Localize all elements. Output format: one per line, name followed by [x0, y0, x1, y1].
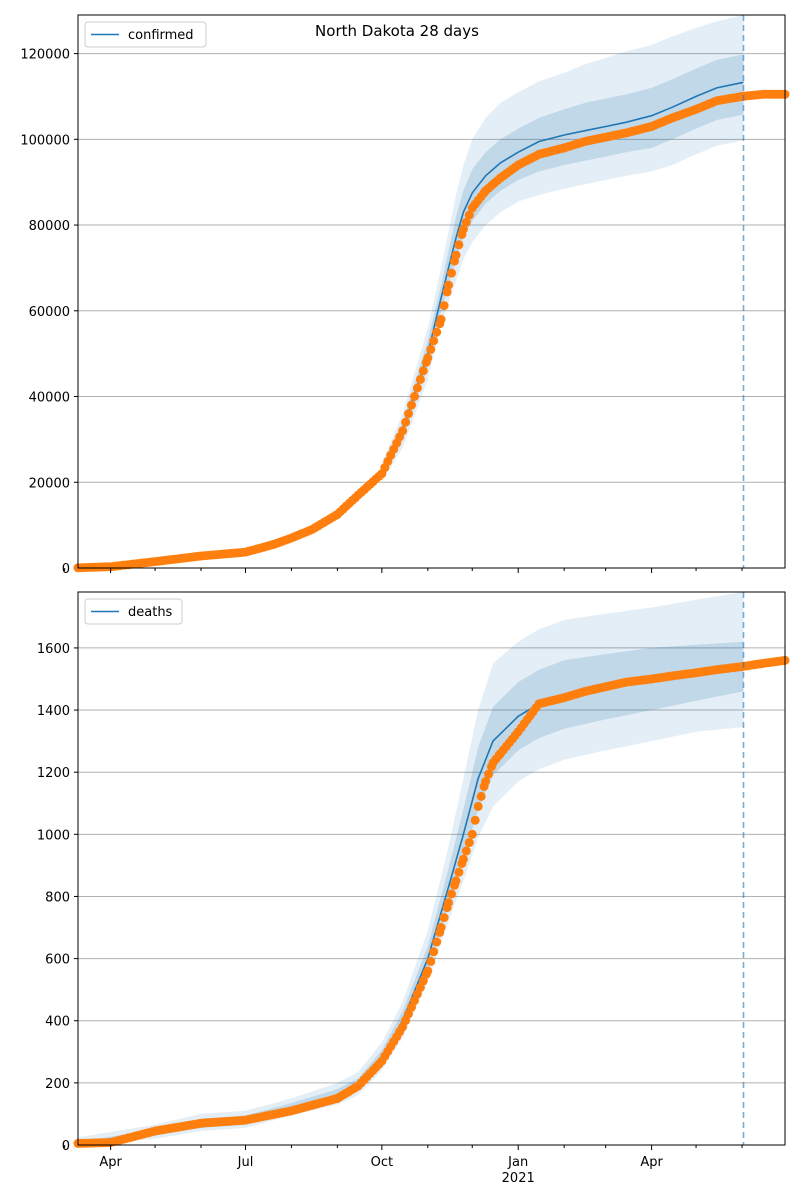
observed-point	[458, 854, 468, 864]
observed-point	[473, 801, 483, 811]
observed-point	[418, 366, 428, 376]
y-tick-label: 60000	[29, 305, 70, 320]
observed-point	[429, 947, 439, 957]
observed-point	[444, 280, 453, 290]
model-line	[381, 81, 744, 475]
y-tick-label: 800	[45, 890, 70, 905]
observed-point	[439, 301, 449, 311]
observed-point	[398, 426, 408, 436]
observed-point	[447, 268, 456, 278]
plot-frame	[77, 591, 786, 1146]
chart-panel-1: 0 20000 40000 60000 80000 100000 120000 confirm…	[20, 14, 790, 577]
observed-point	[454, 240, 464, 250]
y-tick-label: 100000	[20, 133, 70, 148]
x-tick-label: Apr	[640, 1155, 663, 1170]
chart-panel-2: 0 200 400 600 800 1000 1200 1400 1600 Apr Jul Oct Ja…	[37, 591, 790, 1186]
y-tick-label: 200	[45, 1077, 70, 1092]
observed-point	[467, 829, 477, 839]
observed-point	[423, 966, 433, 976]
observed-point	[423, 353, 433, 363]
legend: confirmed	[84, 21, 207, 48]
observed-point	[410, 392, 419, 401]
x-tick-label: Jan	[507, 1155, 528, 1170]
observed-point	[464, 838, 474, 848]
x-tick-label: Oct	[371, 1155, 393, 1170]
observed-point	[470, 815, 480, 825]
legend: deaths	[84, 598, 183, 625]
observed-point	[451, 250, 461, 260]
observed-point	[447, 889, 456, 899]
y-tick-label: 1000	[37, 828, 70, 843]
y-tick-label: 400	[45, 1015, 70, 1030]
x-tick-year-label: 2021	[502, 1171, 535, 1186]
observed-point	[484, 769, 494, 779]
figure-title: North Dakota 28 days	[315, 22, 479, 40]
y-tick-label: 1600	[37, 642, 70, 657]
y-tick-label: 1400	[37, 704, 70, 719]
uncertainty-band-inner	[381, 54, 744, 479]
observed-point	[426, 344, 436, 354]
observed-point	[436, 314, 446, 324]
observed-point	[444, 898, 453, 908]
observed-point	[426, 956, 436, 966]
y-tick-label: 80000	[29, 219, 70, 234]
y-tick-label: 0	[62, 1139, 70, 1154]
legend-label: deaths	[128, 605, 173, 620]
legend-box	[84, 598, 183, 625]
x-tick-label: Apr	[99, 1155, 122, 1170]
x-tick-label: Jul	[237, 1155, 254, 1170]
observed-point	[476, 791, 486, 801]
observed-point	[404, 409, 413, 419]
observed-point	[407, 400, 416, 410]
plot-frame	[77, 14, 786, 569]
observed-point	[461, 217, 471, 227]
observed-point	[401, 417, 411, 427]
observed-point	[464, 210, 474, 220]
observed-point	[481, 777, 491, 786]
uncertainty-band-outer	[78, 592, 744, 1145]
y-tick-label: 20000	[29, 476, 70, 491]
legend-label: confirmed	[128, 28, 194, 43]
observed-point	[439, 913, 449, 923]
observed-point	[412, 383, 422, 393]
uncertainty-band-outer	[381, 15, 744, 483]
legend-box	[84, 21, 207, 48]
observed-point	[454, 867, 464, 877]
observed-point	[458, 224, 468, 234]
y-tick-label: 40000	[29, 391, 70, 406]
y-tick-label: 120000	[20, 48, 70, 63]
y-tick-label: 1200	[37, 766, 70, 781]
observed-point	[432, 327, 442, 337]
y-tick-label: 0	[62, 562, 70, 577]
observed-point	[429, 336, 439, 346]
observed-point	[442, 287, 452, 297]
y-tick-label: 600	[45, 953, 70, 968]
uncertainty-band-inner	[78, 641, 744, 1145]
observed-point	[432, 937, 442, 947]
observed-point	[451, 876, 461, 886]
observed-point	[415, 374, 425, 384]
observed-point	[461, 846, 471, 856]
observed-point	[436, 923, 446, 932]
